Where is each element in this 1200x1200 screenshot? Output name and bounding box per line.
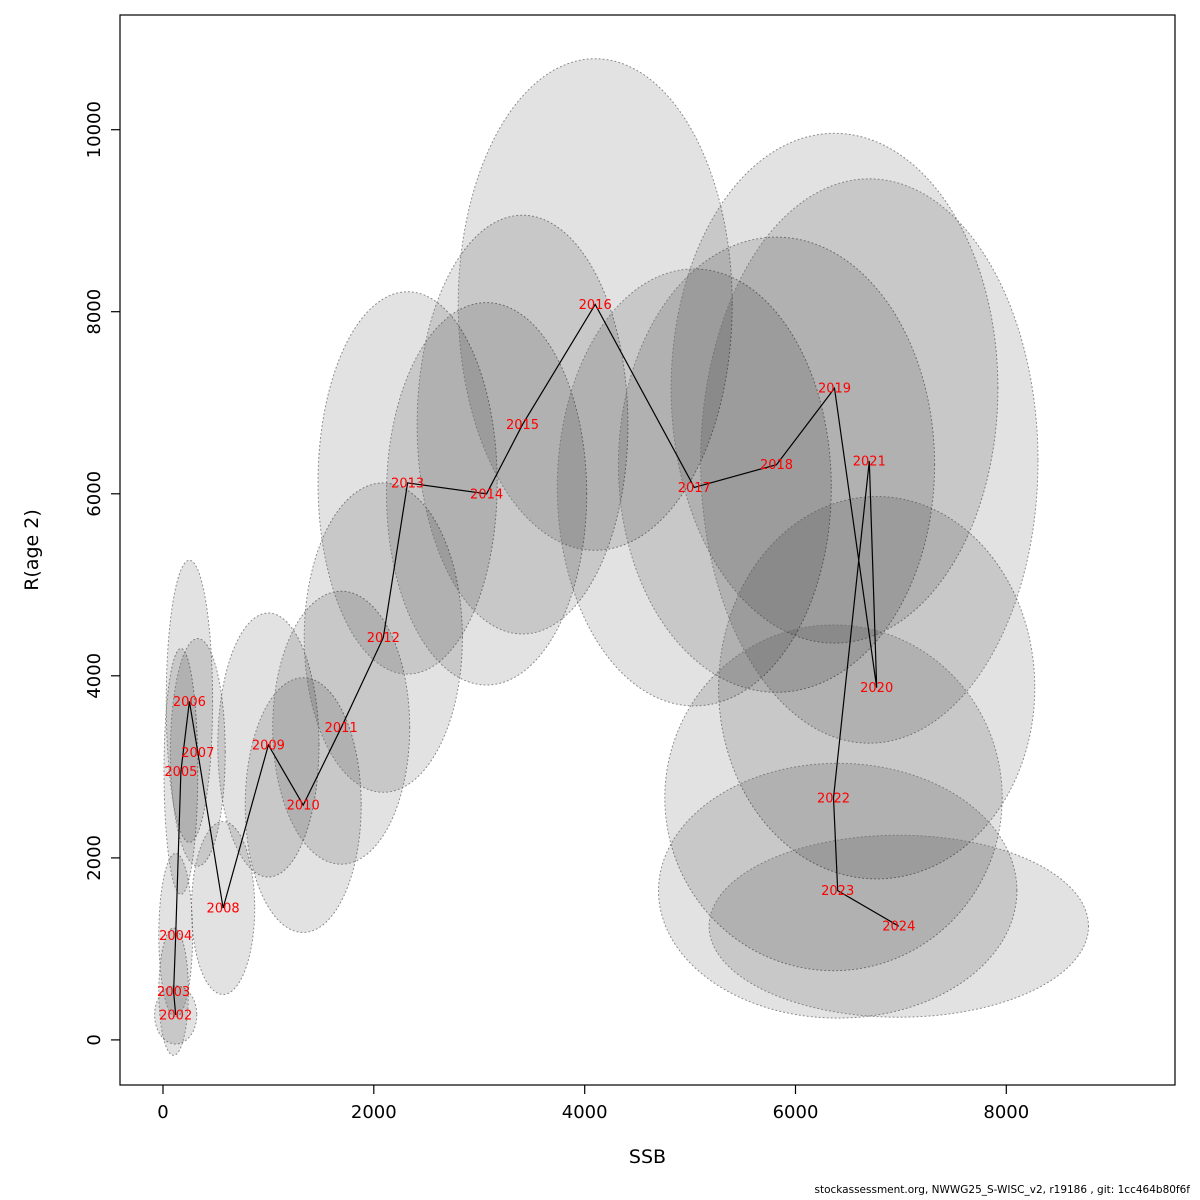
confidence-ellipses-layer bbox=[154, 58, 1089, 1056]
year-label-2006: 2006 bbox=[173, 695, 206, 710]
y-axis-title: R(age 2) bbox=[21, 509, 43, 591]
x-tick-label: 0 bbox=[157, 1102, 168, 1123]
year-label-2016: 2016 bbox=[579, 298, 612, 313]
year-label-2021: 2021 bbox=[853, 455, 886, 470]
year-label-2003: 2003 bbox=[157, 985, 190, 1000]
x-axis: 0 2000 4000 6000 8000 bbox=[157, 1085, 1029, 1123]
year-label-2002: 2002 bbox=[159, 1008, 192, 1023]
x-tick-label: 2000 bbox=[351, 1102, 397, 1123]
year-label-2022: 2022 bbox=[817, 791, 850, 806]
x-tick-label: 6000 bbox=[773, 1102, 819, 1123]
footer-note: stockassessment.org, NWWG25_S-WISC_v2, r… bbox=[814, 1184, 1190, 1196]
year-label-2014: 2014 bbox=[470, 487, 503, 502]
y-tick-label: 6000 bbox=[84, 471, 105, 517]
year-label-2010: 2010 bbox=[287, 799, 320, 814]
y-tick-label: 2000 bbox=[84, 835, 105, 881]
year-label-2023: 2023 bbox=[821, 884, 854, 899]
y-tick-label: 8000 bbox=[84, 289, 105, 335]
year-label-2009: 2009 bbox=[252, 739, 285, 754]
x-tick-label: 8000 bbox=[983, 1102, 1029, 1123]
y-tick-label: 10000 bbox=[84, 101, 105, 158]
year-labels-layer: 2002 2003 2004 2005 2006 2007 2008 2009 2010 2011… bbox=[157, 298, 915, 1023]
y-tick-label: 0 bbox=[84, 1034, 105, 1045]
year-label-2017: 2017 bbox=[678, 481, 711, 496]
year-label-2011: 2011 bbox=[325, 721, 358, 736]
year-label-2005: 2005 bbox=[164, 765, 197, 780]
year-label-2013: 2013 bbox=[391, 476, 424, 491]
year-label-2004: 2004 bbox=[159, 929, 192, 944]
year-label-2020: 2020 bbox=[860, 681, 893, 696]
year-label-2018: 2018 bbox=[760, 458, 793, 473]
plot-frame bbox=[119, 14, 1176, 1086]
year-label-2019: 2019 bbox=[818, 382, 851, 397]
year-label-2008: 2008 bbox=[207, 902, 240, 917]
year-label-2015: 2015 bbox=[506, 418, 539, 433]
year-label-2007: 2007 bbox=[181, 746, 214, 761]
y-axis: 0 2000 4000 6000 8000 10000 bbox=[84, 101, 120, 1046]
y-tick-label: 4000 bbox=[84, 653, 105, 699]
trajectory-line bbox=[172, 303, 900, 1015]
x-axis-title: SSB bbox=[629, 1146, 666, 1168]
year-label-2012: 2012 bbox=[367, 631, 400, 646]
x-tick-label: 4000 bbox=[562, 1102, 608, 1123]
year-label-2024: 2024 bbox=[882, 920, 915, 935]
